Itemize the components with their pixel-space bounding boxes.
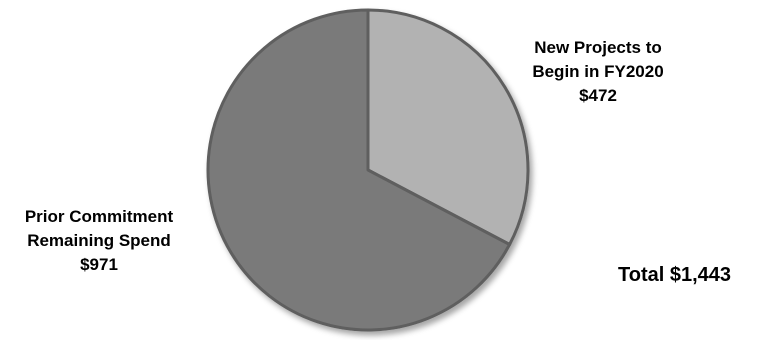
slice-value-new-projects: $472 (579, 86, 617, 105)
slice-label-prior-commitment-line-2: Remaining Spend (27, 231, 171, 250)
slice-label-new-projects-line-2: Begin in FY2020 (532, 62, 664, 81)
slice-label-new-projects: New Projects to Begin in FY2020 $472 (514, 36, 682, 108)
slice-label-prior-commitment: Prior Commitment Remaining Spend $971 (0, 205, 198, 277)
slice-value-prior-commitment: $971 (80, 255, 118, 274)
slice-label-prior-commitment-line-1: Prior Commitment (24, 207, 174, 226)
pie-slice-prior-commitment (206, 8, 512, 332)
total-label: Total $1,443 (618, 264, 732, 286)
pie-slice-new-projects (366, 8, 530, 247)
slice-label-new-projects-line-1: New Projects to (534, 38, 662, 57)
